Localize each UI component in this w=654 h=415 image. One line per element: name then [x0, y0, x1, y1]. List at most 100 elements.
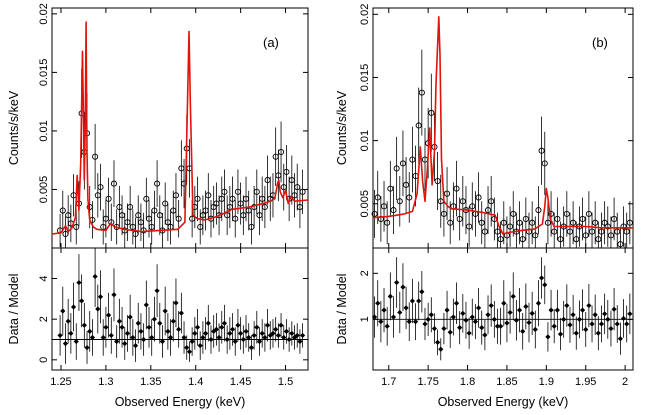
ratio-point	[570, 312, 576, 318]
ratio-point	[165, 328, 171, 334]
ratio-point	[371, 314, 378, 320]
ratio-point	[507, 309, 513, 316]
y-tick-label: 0.005	[38, 176, 50, 204]
ratio-point	[438, 346, 444, 352]
ratio-point	[73, 338, 79, 345]
x-tick-label: 1.85	[496, 376, 517, 388]
data-point	[573, 236, 580, 243]
data-point	[97, 184, 104, 191]
ratio-point	[62, 340, 69, 347]
ratio-point	[60, 308, 66, 314]
data-point	[548, 210, 555, 217]
data-point	[143, 195, 150, 202]
ratio-point	[488, 302, 494, 309]
data-point	[551, 228, 558, 235]
ratio-point	[419, 289, 425, 295]
data-point	[585, 210, 592, 217]
data-point	[232, 215, 239, 222]
ratio-point	[617, 336, 623, 342]
data-point	[447, 219, 454, 226]
y-tick-label: 0.02	[38, 3, 50, 24]
ratio-point	[431, 325, 438, 332]
ratio-point	[189, 338, 195, 345]
ratio-point	[221, 320, 228, 326]
data-point	[566, 228, 574, 235]
ratio-point	[406, 319, 412, 325]
ratio-point	[111, 292, 117, 298]
ratio-point	[119, 324, 125, 330]
ratio-point	[394, 279, 400, 286]
data-point	[570, 219, 577, 226]
data-point	[614, 228, 621, 235]
ratio-point	[463, 317, 469, 323]
y-tick-label: 2	[38, 316, 50, 322]
x-tick-label: 1.35	[140, 376, 161, 388]
data-point	[620, 223, 627, 230]
ratio-point	[510, 293, 516, 299]
ratio-point	[501, 300, 507, 306]
panel-a-bottom-frame	[51, 247, 309, 371]
panel-b-top-data	[371, 15, 633, 248]
ratio-point	[262, 334, 268, 341]
ratio-point	[447, 329, 453, 335]
data-point	[598, 228, 605, 235]
ratio-point	[526, 319, 532, 326]
panel-a-label: (a)	[263, 35, 279, 50]
data-point	[459, 198, 466, 205]
ratio-point	[539, 275, 545, 281]
ratio-point	[151, 316, 157, 322]
ratio-point	[81, 322, 87, 328]
x-tick-label: 1.4	[188, 376, 203, 388]
ratio-point	[194, 324, 201, 330]
data-point	[418, 89, 425, 96]
data-point	[371, 210, 378, 217]
data-point	[535, 207, 542, 214]
ratio-point	[57, 332, 63, 339]
panel-a-bottom-y-axis: 0 2 4	[38, 275, 308, 363]
ratio-point	[435, 339, 441, 345]
ratio-point	[469, 314, 475, 320]
x-tick-label: 1.25	[50, 376, 71, 388]
ratio-point	[297, 338, 303, 345]
ratio-point	[564, 302, 570, 309]
ratio-point	[278, 322, 284, 328]
panel-b-x-label: Observed Energy (keV)	[438, 395, 569, 409]
data-point	[409, 156, 416, 163]
ratio-point	[173, 300, 179, 306]
ratio-point	[246, 334, 252, 341]
ratio-point	[614, 321, 620, 327]
data-point	[507, 223, 514, 230]
ratio-point	[281, 334, 287, 341]
ratio-point	[138, 328, 144, 334]
data-point	[127, 203, 134, 211]
panel-b-top-y-axis: 0.005 0.01 0.015 0.02	[359, 4, 633, 218]
data-point	[172, 192, 180, 199]
ratio-point	[84, 345, 90, 351]
ratio-point	[554, 307, 560, 313]
data-point	[494, 228, 501, 235]
data-point	[607, 232, 614, 239]
ratio-point	[457, 325, 463, 331]
ratio-point	[491, 316, 497, 322]
x-tick-label: 1.9	[539, 376, 554, 388]
ratio-point	[375, 300, 381, 306]
data-point	[592, 219, 599, 226]
data-point	[601, 219, 608, 226]
ratio-point	[254, 324, 260, 330]
ratio-point	[397, 309, 403, 316]
ratio-point	[143, 302, 149, 308]
ratio-point	[475, 305, 482, 311]
ratio-point	[608, 325, 614, 332]
data-point	[415, 122, 422, 129]
data-point	[478, 219, 485, 226]
ratio-point	[135, 320, 141, 326]
ratio-point	[219, 324, 225, 330]
ratio-point	[103, 324, 109, 330]
data-point	[374, 194, 381, 201]
data-point	[110, 180, 118, 187]
ratio-point	[264, 322, 271, 328]
ratio-point	[460, 310, 466, 316]
ratio-point	[557, 331, 564, 337]
data-point	[466, 223, 473, 230]
ratio-point	[243, 328, 249, 334]
